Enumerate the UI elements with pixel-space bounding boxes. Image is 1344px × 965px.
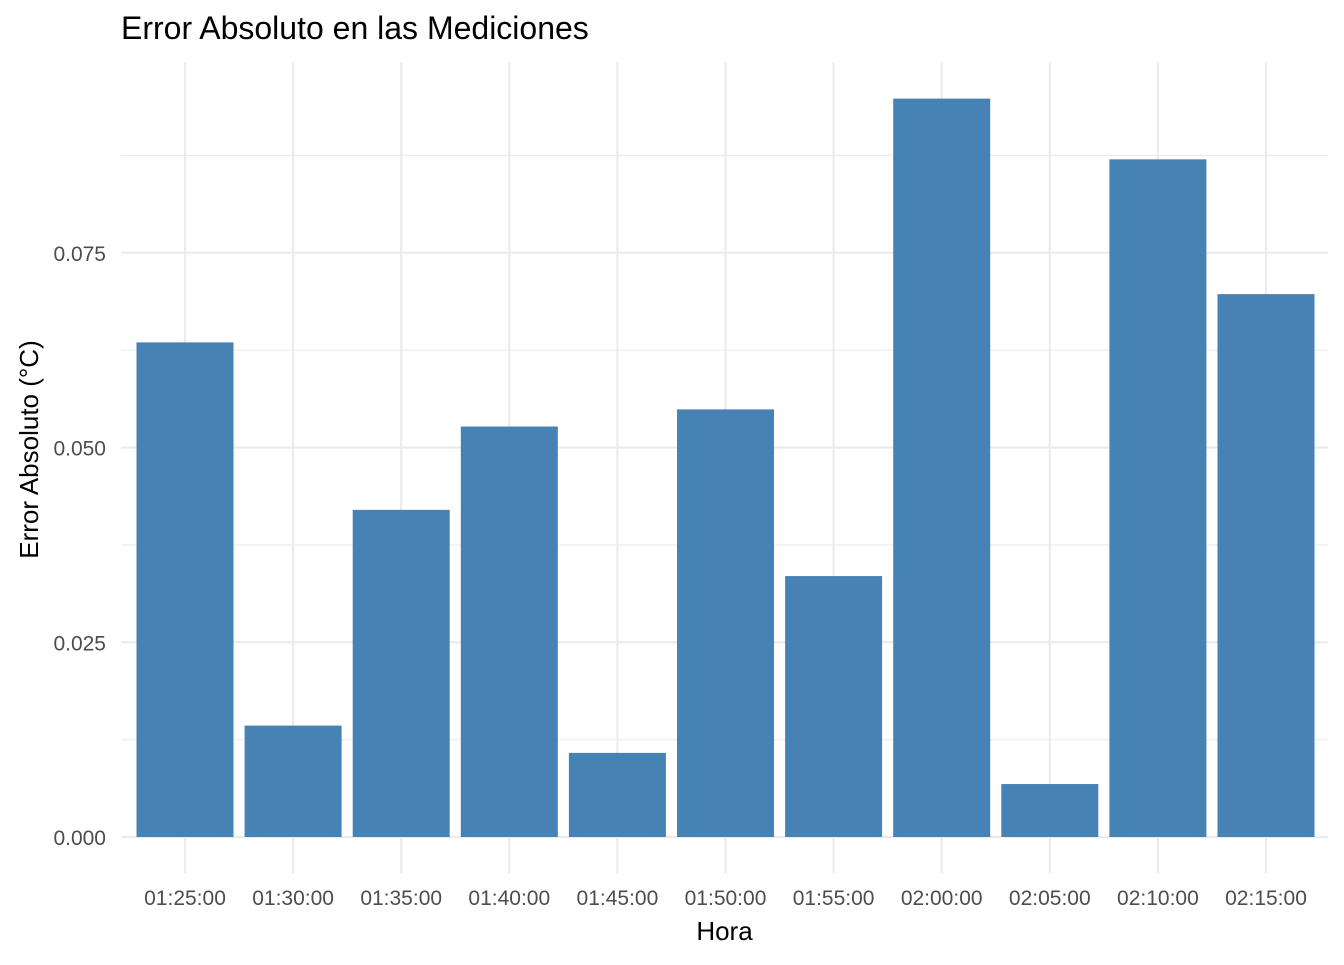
bar-01-40-00 bbox=[460, 426, 558, 837]
y-tick-label: 0.025 bbox=[53, 632, 106, 655]
bar-02-10-00 bbox=[1109, 159, 1207, 837]
y-tick-label: 0.075 bbox=[53, 243, 106, 266]
bar-02-05-00 bbox=[1001, 784, 1099, 837]
x-tick-label: 01:40:00 bbox=[468, 887, 550, 910]
x-tick-label: 01:45:00 bbox=[577, 887, 659, 910]
x-tick-label: 01:30:00 bbox=[252, 887, 334, 910]
bar-01-50-00 bbox=[677, 409, 774, 837]
y-tick-label: 0.050 bbox=[53, 438, 106, 461]
x-tick-label: 02:00:00 bbox=[901, 887, 983, 910]
bar-02-00-00 bbox=[893, 98, 991, 838]
bar-01-30-00 bbox=[244, 725, 342, 837]
x-tick-label: 02:05:00 bbox=[1009, 887, 1091, 910]
x-tick-label: 02:10:00 bbox=[1117, 887, 1199, 910]
x-tick-label: 01:35:00 bbox=[360, 887, 442, 910]
y-tick-label: 0.000 bbox=[53, 827, 106, 850]
bar-01-55-00 bbox=[785, 576, 883, 837]
bar-01-45-00 bbox=[568, 752, 666, 837]
chart-title: Error Absoluto en las Mediciones bbox=[121, 10, 589, 46]
y-axis-title: Error Absoluto (°C) bbox=[14, 340, 44, 558]
bar-02-15-00 bbox=[1217, 294, 1315, 837]
x-tick-label: 01:25:00 bbox=[144, 887, 226, 910]
x-tick-label: 01:50:00 bbox=[685, 887, 767, 910]
x-tick-label: 01:55:00 bbox=[793, 887, 875, 910]
bar-01-25-00 bbox=[136, 342, 234, 837]
x-axis-title: Hora bbox=[696, 916, 753, 946]
bar-01-35-00 bbox=[352, 509, 450, 837]
x-tick-label: 02:15:00 bbox=[1225, 887, 1307, 910]
